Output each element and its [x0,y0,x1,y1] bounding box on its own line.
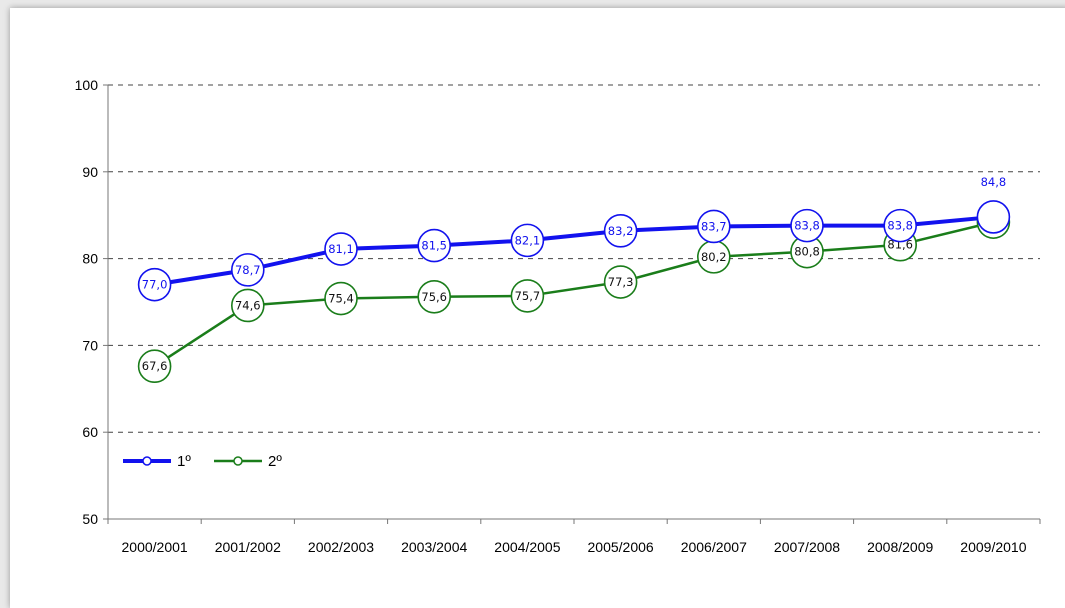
series-1-data-label: 82,1 [515,233,541,247]
series-2-data-label: 75,7 [515,289,541,303]
legend: 1º 2º [123,453,282,470]
x-tick-label: 2005/2006 [588,539,654,555]
series-1-data-label: 83,7 [701,219,727,233]
x-tick-label: 2004/2005 [494,539,560,555]
legend-item-2: 2º [214,453,282,470]
series-2-data-label: 80,2 [701,250,727,264]
line-chart: 50 60 70 80 90 100 2000/2001 2001/2002 2002/2003… [75,77,1041,555]
x-tick-label: 2008/2009 [867,539,933,555]
y-tick-label: 60 [82,424,98,440]
y-tick-label: 70 [82,337,98,353]
series-2-data-label: 67,6 [142,359,168,373]
series-2-data-label: 80,8 [794,245,820,259]
series-1-point [510,223,545,258]
legend-label: 2º [268,453,282,470]
x-tick-label: 2003/2004 [401,539,467,555]
series-2-data-label: 75,4 [328,292,354,306]
series-1-point [790,208,824,243]
series-1-data-label: 77,0 [142,278,168,292]
series-1-point [603,214,638,248]
y-tick-label: 80 [82,251,98,267]
series-1-point [231,253,265,287]
series-1-point [883,208,918,243]
series-1-point [324,232,358,266]
series-2-data-label: 74,6 [235,298,261,312]
x-tick-label: 2000/2001 [122,539,188,555]
chart-card: 50 60 70 80 90 100 2000/2001 2001/2002 2002/2003… [10,8,1065,608]
x-tick-label: 2007/2008 [774,539,840,555]
series-lines [153,214,994,368]
series-2-point [510,279,545,313]
series-1-data-label: 83,8 [794,219,820,233]
legend-label: 1º [177,453,191,470]
series-1-point [137,267,172,302]
legend-marker-swatch [233,456,243,466]
series-2-data-label: 81,6 [887,238,913,252]
series-1-point [417,228,452,263]
legend-marker-swatch [142,456,152,466]
data-markers: 67,674,675,475,675,777,380,280,881,684,2… [137,175,1011,384]
series-line-2 [153,220,994,368]
series-line-1 [154,214,994,287]
y-tick-label: 100 [75,77,99,93]
series-2-point [603,265,638,299]
y-tick-label: 50 [82,511,98,527]
series-1-data-label: 81,5 [421,239,447,253]
series-2-point [231,288,265,323]
series-1-data-label: 83,2 [608,224,634,238]
series-1-point [976,200,1011,234]
series-1-point [696,209,731,244]
series-2-data-label: 75,6 [421,290,447,304]
series-2-point [324,281,358,316]
x-tick-label: 2009/2010 [960,539,1026,555]
legend-item-1: 1º [123,453,191,470]
x-tick-label: 2002/2003 [308,539,374,555]
series-1-data-label: 84,8 [981,175,1007,189]
series-1-data-label: 78,7 [235,263,261,277]
x-tick-label: 2001/2002 [215,539,281,555]
series-2-point [137,349,172,384]
y-tick-label: 90 [82,164,98,180]
series-2-data-label: 77,3 [608,275,634,289]
series-2-point [417,279,452,314]
series-1-data-label: 81,1 [328,242,354,256]
x-tick-label: 2006/2007 [681,539,747,555]
axes: 50 60 70 80 90 100 2000/2001 2001/2002 2002/2003… [75,77,1041,555]
series-1-data-label: 83,8 [887,219,913,233]
